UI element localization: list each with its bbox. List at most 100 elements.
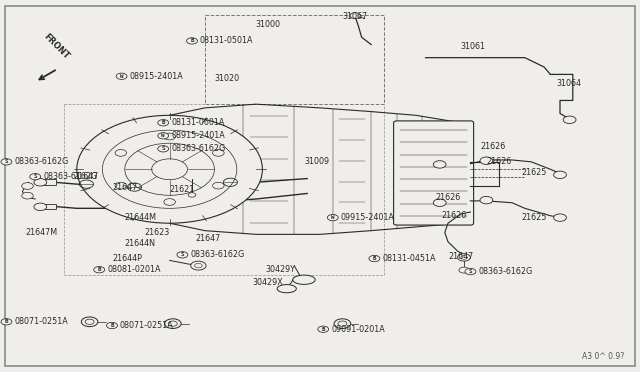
Text: 31000: 31000: [255, 20, 280, 29]
Text: 21626: 21626: [435, 193, 460, 202]
Text: 31064: 31064: [557, 79, 582, 88]
Circle shape: [195, 263, 202, 268]
Circle shape: [157, 132, 169, 139]
Circle shape: [85, 319, 94, 324]
Text: 21626: 21626: [442, 211, 467, 220]
Circle shape: [116, 73, 127, 79]
Circle shape: [22, 183, 33, 189]
Text: 08915-2401A: 08915-2401A: [172, 131, 225, 140]
Text: B: B: [190, 38, 194, 44]
Text: S: S: [468, 269, 472, 274]
Circle shape: [458, 254, 470, 261]
Circle shape: [563, 116, 576, 124]
Text: 08363-6162G: 08363-6162G: [44, 172, 97, 181]
Circle shape: [164, 133, 175, 140]
Ellipse shape: [277, 285, 296, 293]
Text: 21644M: 21644M: [125, 213, 157, 222]
Text: W: W: [120, 74, 124, 79]
Text: 21625: 21625: [522, 213, 547, 222]
Text: B: B: [97, 267, 101, 272]
Text: S: S: [180, 252, 184, 257]
Circle shape: [22, 192, 33, 199]
Circle shape: [77, 115, 262, 223]
Text: A3 0^ 0.9?: A3 0^ 0.9?: [582, 352, 624, 361]
Text: 31009: 31009: [304, 157, 329, 166]
Circle shape: [350, 13, 360, 19]
Circle shape: [433, 199, 446, 206]
Text: 21626: 21626: [486, 157, 511, 166]
Circle shape: [152, 159, 188, 180]
Text: 30429Y: 30429Y: [266, 265, 296, 274]
Bar: [42, 204, 56, 209]
Text: W: W: [331, 215, 335, 220]
Circle shape: [554, 171, 566, 179]
Circle shape: [433, 161, 446, 168]
Text: 31061: 31061: [461, 42, 486, 51]
Circle shape: [459, 267, 469, 273]
Text: 08131-0601A: 08131-0601A: [172, 118, 225, 127]
Text: 08363-6162G: 08363-6162G: [479, 267, 532, 276]
Circle shape: [212, 182, 224, 189]
Circle shape: [334, 319, 351, 328]
Circle shape: [102, 130, 237, 208]
Text: 08363-6162G: 08363-6162G: [172, 144, 225, 153]
FancyBboxPatch shape: [5, 6, 635, 366]
Circle shape: [34, 179, 47, 186]
Text: 08363-6162G: 08363-6162G: [14, 157, 68, 166]
Circle shape: [465, 268, 476, 275]
Text: B: B: [161, 120, 165, 125]
Text: 21626: 21626: [480, 142, 505, 151]
Text: 09915-2401A: 09915-2401A: [340, 213, 395, 222]
Circle shape: [157, 119, 169, 126]
Text: FRONT: FRONT: [42, 32, 70, 61]
Circle shape: [81, 317, 98, 327]
Circle shape: [157, 145, 169, 152]
Text: 21647: 21647: [195, 234, 220, 243]
Text: 21625: 21625: [522, 169, 547, 177]
Circle shape: [554, 214, 566, 221]
Text: 21644P: 21644P: [112, 254, 142, 263]
Text: B: B: [321, 327, 325, 332]
Text: 08363-6162G: 08363-6162G: [191, 250, 244, 259]
Text: S: S: [33, 174, 37, 179]
Circle shape: [1, 158, 12, 165]
Text: 08131-0451A: 08131-0451A: [383, 254, 436, 263]
Circle shape: [369, 255, 380, 262]
Text: 21621: 21621: [170, 185, 195, 194]
Circle shape: [1, 318, 12, 325]
Text: W: W: [161, 133, 165, 138]
Text: S: S: [161, 146, 165, 151]
Text: 09091-0201A: 09091-0201A: [332, 325, 385, 334]
Circle shape: [317, 326, 329, 333]
Text: B: B: [4, 319, 8, 324]
Circle shape: [480, 196, 493, 204]
Circle shape: [338, 321, 347, 326]
Text: 08071-0251A: 08071-0251A: [120, 321, 173, 330]
Text: 31067: 31067: [342, 12, 367, 21]
Circle shape: [30, 173, 41, 180]
Text: 21647: 21647: [74, 172, 99, 181]
Circle shape: [191, 261, 206, 270]
Circle shape: [328, 214, 339, 221]
FancyBboxPatch shape: [394, 121, 474, 225]
Bar: [42, 179, 56, 185]
Text: 21647: 21647: [112, 183, 137, 192]
Circle shape: [461, 256, 467, 259]
Text: 08915-2401A: 08915-2401A: [130, 72, 183, 81]
Text: 30429X: 30429X: [253, 278, 284, 287]
Text: B: B: [110, 323, 114, 328]
Text: 21647M: 21647M: [26, 228, 58, 237]
Circle shape: [34, 203, 47, 211]
Text: 08131-0501A: 08131-0501A: [200, 36, 253, 45]
Text: 21647: 21647: [448, 252, 473, 261]
Circle shape: [164, 199, 175, 205]
Text: S: S: [4, 159, 8, 164]
Text: 31020: 31020: [214, 74, 239, 83]
Circle shape: [480, 157, 493, 164]
Circle shape: [106, 322, 118, 329]
Circle shape: [212, 150, 224, 156]
Circle shape: [168, 321, 177, 326]
Text: 21644N: 21644N: [125, 239, 156, 248]
Circle shape: [187, 38, 197, 44]
Circle shape: [177, 251, 188, 258]
